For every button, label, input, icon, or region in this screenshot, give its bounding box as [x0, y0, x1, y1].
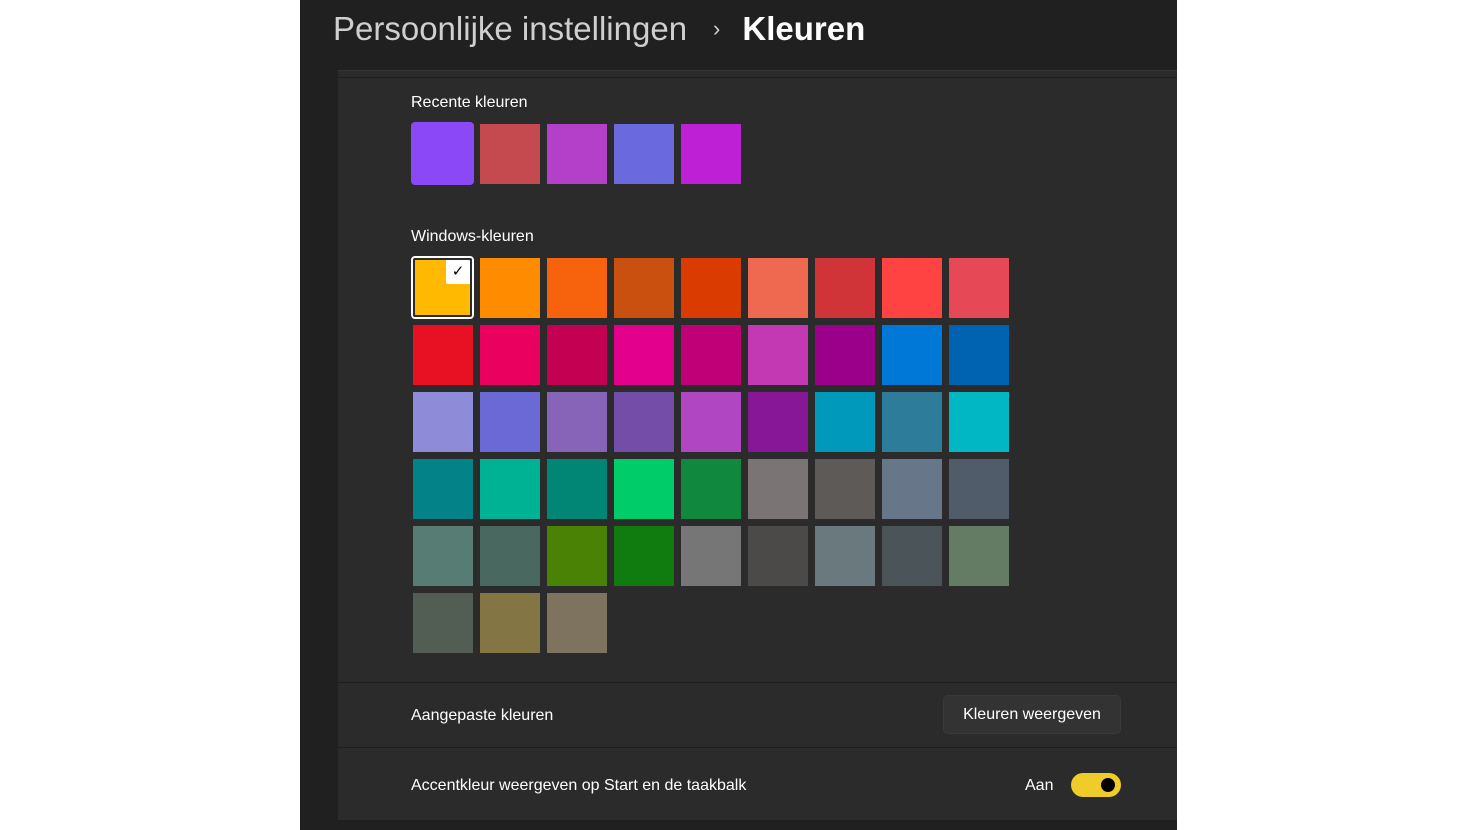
windows-color-swatch[interactable]: [547, 258, 607, 318]
windows-color-swatch[interactable]: [949, 325, 1009, 385]
windows-color-swatch[interactable]: [480, 325, 540, 385]
recent-color-swatch[interactable]: [547, 124, 607, 184]
windows-color-swatch[interactable]: [748, 258, 808, 318]
windows-color-swatch[interactable]: [949, 526, 1009, 586]
recent-color-swatch[interactable]: [614, 124, 674, 184]
accent-start-label: Accentkleur weergeven op Start en de taa…: [411, 777, 747, 794]
windows-color-swatch[interactable]: [815, 258, 875, 318]
windows-color-swatch[interactable]: [748, 459, 808, 519]
windows-color-swatch[interactable]: [480, 459, 540, 519]
windows-color-swatch[interactable]: [547, 593, 607, 653]
toggle-state-label: Aan: [1025, 777, 1054, 794]
breadcrumb: Persoonlijke instellingen › Kleuren: [333, 10, 865, 48]
windows-color-swatch[interactable]: [413, 593, 473, 653]
chevron-right-icon: ›: [713, 16, 721, 41]
windows-color-swatch[interactable]: [748, 526, 808, 586]
accent-start-row: Accentkleur weergeven op Start en de taa…: [338, 747, 1177, 821]
windows-color-swatch[interactable]: [547, 459, 607, 519]
custom-colors-row: Aangepaste kleuren Kleuren weergeven: [338, 682, 1177, 747]
windows-color-swatch[interactable]: ✓: [411, 256, 474, 319]
windows-color-swatch[interactable]: [882, 459, 942, 519]
windows-color-swatch[interactable]: [748, 392, 808, 452]
color-picker-card: Recente kleuren Windows-kleuren ✓: [338, 70, 1177, 682]
windows-color-swatch[interactable]: [681, 325, 741, 385]
windows-color-swatch[interactable]: [614, 459, 674, 519]
windows-color-swatch[interactable]: [413, 392, 473, 452]
view-colors-button[interactable]: Kleuren weergeven: [943, 695, 1121, 734]
windows-color-swatch[interactable]: [681, 459, 741, 519]
page-title: Kleuren: [742, 10, 866, 47]
windows-color-swatch[interactable]: [480, 258, 540, 318]
windows-color-swatch[interactable]: [614, 392, 674, 452]
windows-color-swatch[interactable]: [949, 392, 1009, 452]
windows-color-swatch[interactable]: [681, 258, 741, 318]
toggle-knob: [1101, 778, 1115, 792]
windows-color-swatch[interactable]: [815, 325, 875, 385]
recent-color-swatch[interactable]: [480, 124, 540, 184]
windows-color-swatch[interactable]: [547, 526, 607, 586]
windows-color-swatch[interactable]: [547, 325, 607, 385]
windows-color-swatch[interactable]: [480, 526, 540, 586]
windows-color-swatch[interactable]: [882, 392, 942, 452]
windows-color-swatch[interactable]: [748, 325, 808, 385]
recent-colors-label: Recente kleuren: [411, 94, 528, 111]
windows-color-swatch[interactable]: [614, 526, 674, 586]
windows-color-swatch[interactable]: [949, 258, 1009, 318]
windows-color-swatch[interactable]: [681, 526, 741, 586]
windows-color-swatch[interactable]: [614, 258, 674, 318]
windows-color-swatch[interactable]: [815, 526, 875, 586]
windows-color-swatch[interactable]: [480, 392, 540, 452]
windows-color-swatch[interactable]: [882, 258, 942, 318]
windows-color-swatch[interactable]: [547, 392, 607, 452]
recent-color-swatch[interactable]: [411, 122, 474, 185]
custom-colors-label: Aangepaste kleuren: [411, 707, 554, 724]
windows-color-swatch[interactable]: [413, 325, 473, 385]
windows-color-swatch[interactable]: [413, 459, 473, 519]
checkmark-icon: ✓: [446, 260, 470, 284]
settings-window: Persoonlijke instellingen › Kleuren Rece…: [300, 0, 1177, 830]
windows-color-swatch[interactable]: [882, 325, 942, 385]
windows-color-swatch[interactable]: [882, 526, 942, 586]
windows-color-swatch[interactable]: [413, 526, 473, 586]
accent-start-toggle[interactable]: [1071, 773, 1121, 797]
windows-color-swatch[interactable]: [815, 459, 875, 519]
windows-color-swatch[interactable]: [949, 459, 1009, 519]
windows-color-swatch[interactable]: [681, 392, 741, 452]
windows-color-swatch[interactable]: [614, 325, 674, 385]
windows-color-swatch[interactable]: [815, 392, 875, 452]
windows-color-swatch[interactable]: [480, 593, 540, 653]
recent-color-swatch[interactable]: [681, 124, 741, 184]
windows-colors-label: Windows-kleuren: [411, 228, 534, 245]
breadcrumb-parent[interactable]: Persoonlijke instellingen: [333, 10, 688, 47]
